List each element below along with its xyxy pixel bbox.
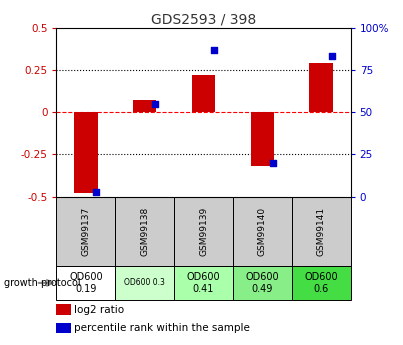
Text: GSM99138: GSM99138: [140, 207, 149, 256]
Text: OD600
0.41: OD600 0.41: [187, 272, 220, 294]
Text: GSM99141: GSM99141: [317, 207, 326, 256]
Bar: [133, 100, 156, 112]
Text: OD600
0.6: OD600 0.6: [304, 272, 338, 294]
Bar: [174, 197, 233, 266]
Point: [152, 101, 158, 106]
Bar: [233, 266, 292, 300]
Point: [270, 160, 276, 166]
Bar: [292, 266, 351, 300]
Bar: [251, 112, 274, 166]
Text: OD600
0.19: OD600 0.19: [69, 272, 103, 294]
Bar: [115, 266, 174, 300]
Title: GDS2593 / 398: GDS2593 / 398: [151, 12, 256, 27]
Text: GSM99137: GSM99137: [81, 207, 90, 256]
Text: percentile rank within the sample: percentile rank within the sample: [74, 323, 250, 333]
Bar: [56, 323, 71, 333]
Text: growth protocol: growth protocol: [4, 278, 81, 288]
Point: [93, 189, 100, 194]
Bar: [310, 63, 333, 112]
Text: log2 ratio: log2 ratio: [74, 305, 124, 315]
Bar: [233, 197, 292, 266]
Bar: [192, 75, 215, 112]
Text: GSM99139: GSM99139: [199, 207, 208, 256]
Bar: [56, 304, 71, 315]
Bar: [74, 112, 98, 193]
Bar: [115, 197, 174, 266]
Text: GSM99140: GSM99140: [258, 207, 267, 256]
Bar: [292, 197, 351, 266]
Text: OD600 0.3: OD600 0.3: [124, 278, 165, 287]
Bar: [56, 266, 115, 300]
Bar: [174, 266, 233, 300]
Bar: [56, 197, 115, 266]
Text: OD600
0.49: OD600 0.49: [245, 272, 279, 294]
Point: [328, 53, 335, 59]
Point: [211, 47, 217, 52]
